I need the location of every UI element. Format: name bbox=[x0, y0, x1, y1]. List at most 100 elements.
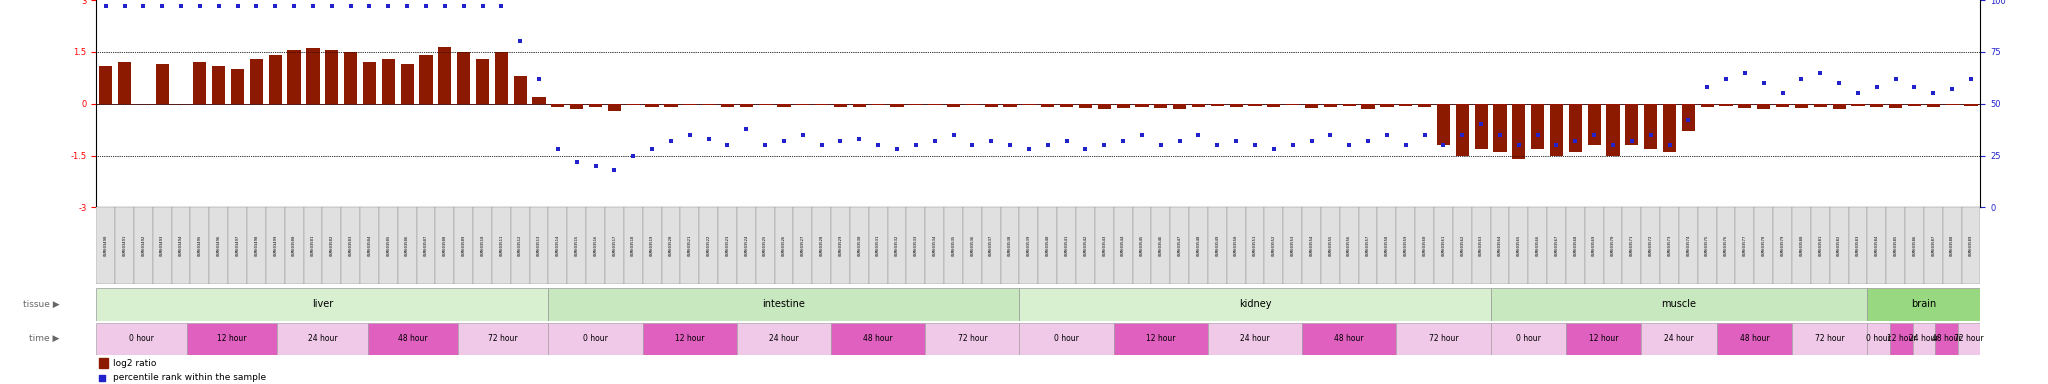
Text: GSM603502: GSM603502 bbox=[330, 235, 334, 257]
Bar bbox=[1378, 207, 1397, 284]
Bar bbox=[756, 207, 774, 284]
Bar bbox=[549, 323, 643, 355]
Bar bbox=[1417, 104, 1432, 107]
Point bbox=[1860, 84, 1892, 90]
Point bbox=[1729, 70, 1761, 76]
Text: GSM603538: GSM603538 bbox=[1008, 235, 1012, 257]
Text: GSM603547: GSM603547 bbox=[1178, 235, 1182, 257]
Text: GSM603583: GSM603583 bbox=[1855, 235, 1860, 257]
Text: GSM603560: GSM603560 bbox=[1423, 235, 1427, 257]
Bar bbox=[815, 104, 827, 106]
Text: 48 hour: 48 hour bbox=[397, 334, 428, 343]
Point bbox=[1823, 80, 1855, 86]
Bar bbox=[1645, 104, 1657, 149]
Bar bbox=[360, 207, 379, 284]
Text: GSM603515: GSM603515 bbox=[575, 235, 580, 257]
Point bbox=[580, 163, 612, 169]
Bar bbox=[1794, 104, 1808, 108]
Bar bbox=[492, 207, 510, 284]
Point bbox=[1200, 142, 1233, 148]
Text: GSM603532: GSM603532 bbox=[895, 235, 899, 257]
Text: GSM603531: GSM603531 bbox=[877, 235, 881, 257]
Point bbox=[86, 375, 119, 381]
Bar bbox=[154, 207, 172, 284]
Text: GSM603522: GSM603522 bbox=[707, 235, 711, 257]
Bar bbox=[1397, 323, 1491, 355]
Bar bbox=[1284, 207, 1303, 284]
Bar bbox=[1810, 207, 1829, 284]
Bar bbox=[1001, 207, 1020, 284]
Bar bbox=[1133, 207, 1151, 284]
Point bbox=[1616, 138, 1649, 144]
Bar bbox=[1935, 323, 1958, 355]
Text: GSM603585: GSM603585 bbox=[1894, 235, 1898, 257]
Point bbox=[1163, 138, 1196, 144]
Bar bbox=[1098, 104, 1110, 109]
Point bbox=[598, 167, 631, 173]
Text: 0 hour: 0 hour bbox=[1055, 334, 1079, 343]
Text: GSM603529: GSM603529 bbox=[838, 235, 842, 257]
Text: 0 hour: 0 hour bbox=[129, 334, 154, 343]
Bar bbox=[1849, 207, 1868, 284]
Bar bbox=[1229, 104, 1243, 107]
Text: 48 hour: 48 hour bbox=[1739, 334, 1769, 343]
Bar bbox=[1888, 104, 1903, 108]
Bar bbox=[457, 52, 471, 104]
Bar bbox=[1038, 207, 1057, 284]
Bar bbox=[604, 207, 625, 284]
Bar bbox=[1870, 104, 1884, 107]
Text: GSM603497: GSM603497 bbox=[236, 235, 240, 257]
Bar bbox=[926, 323, 1020, 355]
Text: GSM603530: GSM603530 bbox=[858, 235, 862, 257]
Bar bbox=[569, 104, 584, 109]
Bar bbox=[664, 104, 678, 107]
Bar bbox=[1169, 207, 1190, 284]
Text: GSM603566: GSM603566 bbox=[1536, 235, 1540, 257]
Text: GSM603568: GSM603568 bbox=[1573, 235, 1577, 257]
Bar bbox=[1155, 104, 1167, 108]
Point bbox=[881, 146, 913, 152]
Bar bbox=[963, 207, 981, 284]
Bar bbox=[1913, 323, 1935, 355]
Point bbox=[1069, 146, 1102, 152]
Point bbox=[164, 3, 197, 9]
Text: GSM603582: GSM603582 bbox=[1837, 235, 1841, 257]
Text: GSM603498: GSM603498 bbox=[254, 235, 258, 257]
Bar bbox=[248, 207, 266, 284]
Point bbox=[1409, 132, 1442, 138]
Bar bbox=[944, 207, 963, 284]
Point bbox=[391, 3, 424, 9]
Text: 72 hour: 72 hour bbox=[1430, 334, 1458, 343]
Point bbox=[1935, 86, 1968, 92]
Point bbox=[862, 142, 895, 148]
Point bbox=[258, 3, 291, 9]
Bar bbox=[1640, 207, 1661, 284]
Bar bbox=[1286, 104, 1298, 106]
Bar bbox=[684, 104, 696, 106]
Bar bbox=[1663, 104, 1675, 152]
Point bbox=[1294, 138, 1327, 144]
Bar bbox=[1022, 104, 1036, 106]
Text: GSM603505: GSM603505 bbox=[387, 235, 391, 257]
Text: GSM603564: GSM603564 bbox=[1497, 235, 1501, 257]
Text: GSM603499: GSM603499 bbox=[272, 235, 276, 257]
Point bbox=[504, 38, 537, 45]
Bar bbox=[1004, 104, 1016, 107]
Text: GSM603493: GSM603493 bbox=[160, 235, 164, 257]
Bar bbox=[1868, 323, 1890, 355]
Bar bbox=[1716, 323, 1792, 355]
Text: GSM603500: GSM603500 bbox=[293, 235, 297, 257]
Text: GSM603571: GSM603571 bbox=[1630, 235, 1634, 257]
Bar bbox=[1946, 104, 1958, 106]
Text: GSM603491: GSM603491 bbox=[123, 235, 127, 257]
Bar bbox=[850, 207, 868, 284]
Bar bbox=[381, 59, 395, 104]
Text: GSM603570: GSM603570 bbox=[1612, 235, 1616, 257]
Text: GSM603526: GSM603526 bbox=[782, 235, 786, 257]
Bar bbox=[115, 207, 133, 284]
Point bbox=[1841, 90, 1874, 96]
Bar bbox=[268, 55, 283, 104]
Bar bbox=[1397, 207, 1415, 284]
Point bbox=[823, 138, 856, 144]
Bar bbox=[1923, 207, 1944, 284]
